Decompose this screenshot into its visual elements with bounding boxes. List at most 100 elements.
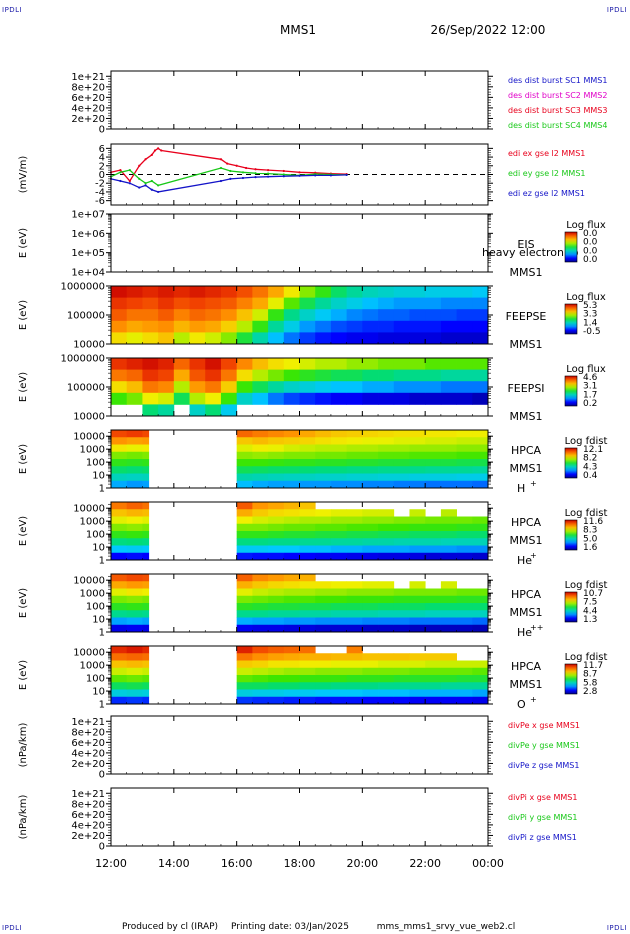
spectrogram-cell	[315, 603, 332, 611]
spectrogram-cell	[440, 610, 457, 618]
spectrogram-cell	[252, 696, 269, 705]
spectrogram-cell	[362, 437, 379, 445]
spectrogram-cell	[440, 523, 457, 532]
spectrogram-cell	[472, 430, 489, 438]
y-tick-label: 2e+20	[71, 831, 105, 842]
spectrogram-cell	[111, 531, 128, 539]
spectrogram-cell	[236, 531, 253, 539]
spectrogram-cell	[472, 286, 489, 298]
spectrogram-cell	[472, 297, 489, 310]
legend-entry: divPi y gse MMS1	[508, 813, 577, 822]
spectrogram-cell	[409, 696, 426, 705]
spectrogram-cell	[268, 459, 285, 467]
series-point	[266, 172, 270, 175]
spectrogram-cell	[378, 531, 395, 539]
spectrogram-cell	[173, 369, 190, 382]
spectrogram-cell	[220, 286, 238, 298]
spectrogram-cell	[425, 617, 442, 626]
instrument-label: HPCA	[511, 516, 542, 529]
spectrogram-cell	[440, 624, 457, 633]
spectrogram-cell	[142, 286, 159, 298]
spectrogram-cell	[472, 437, 489, 445]
spectrogram-cell	[409, 531, 426, 539]
spectrogram-cell	[425, 653, 442, 661]
spectrogram-cell	[126, 653, 143, 661]
spectrogram-cell	[126, 595, 143, 604]
spectrogram-cell	[409, 286, 426, 298]
legend-entry: edi ex gse l2 MMS1	[508, 149, 585, 158]
spectrogram-cell	[362, 332, 379, 345]
spectrogram-cell	[236, 297, 253, 310]
time-tick-label: 16:00	[221, 857, 253, 870]
spectrogram-cell	[220, 369, 238, 382]
spectrogram-cell	[268, 588, 285, 597]
spectrogram-cell	[456, 545, 473, 554]
legend-entry: des dist burst SC1 MMS1	[508, 76, 607, 85]
spectrogram-cell	[315, 509, 332, 517]
colorbar-tick-label: 10.7	[583, 589, 603, 599]
spectrogram-cell	[220, 392, 238, 405]
spectrogram-cell	[409, 381, 426, 394]
spectrogram-cell	[472, 523, 489, 532]
spectrogram-cell	[330, 451, 348, 460]
spectrogram-cell	[362, 689, 379, 698]
spectrogram-cell	[111, 595, 128, 604]
spectrogram-cell	[456, 523, 473, 532]
instrument-label: FEEPSE	[506, 310, 547, 323]
spectrogram-cell	[299, 610, 316, 618]
spectrogram-cell	[472, 667, 489, 676]
spectrogram-cell	[268, 516, 285, 525]
y-tick-label: 1000	[80, 445, 105, 456]
spectrogram-cell	[283, 595, 300, 604]
spectrogram-cell	[346, 516, 363, 525]
spectrogram-cell	[330, 358, 348, 370]
spectrogram-cell	[425, 297, 442, 310]
colorbar-tick-label: 11.6	[583, 517, 603, 527]
spectrogram-cell	[299, 646, 316, 654]
y-tick-label: 0	[99, 125, 105, 136]
spectrogram-cell	[252, 624, 269, 633]
spectrogram-cell	[393, 392, 410, 405]
spectrogram-cell	[378, 392, 395, 405]
spectrogram-cell	[158, 309, 175, 322]
spectrogram-cell	[283, 451, 300, 460]
panels: des dist burst SC1 MMS1 des dist burst SC…	[18, 70, 607, 853]
y-tick-label: 2e+20	[71, 114, 105, 125]
spectrogram-cell	[378, 286, 395, 298]
spectrogram-cell	[346, 545, 363, 554]
spectrogram-cell	[111, 466, 128, 474]
spectrogram-cell	[236, 667, 253, 676]
spectrogram-cell	[330, 369, 348, 382]
spectrogram-cell	[315, 552, 332, 561]
spectrogram-cell	[456, 675, 473, 683]
spectrogram-cell	[236, 332, 253, 345]
spectrogram-cell	[252, 473, 269, 482]
spectrogram-cell	[142, 480, 150, 489]
spectrogram-cell	[283, 610, 300, 618]
y-axis-label: (nPa/km)	[18, 723, 29, 768]
spectrogram-cell	[472, 610, 489, 618]
colorbar-title: Log flux	[566, 364, 606, 375]
species-label: O	[517, 698, 526, 711]
spectrogram-cell	[205, 392, 222, 405]
spectrogram-cell	[472, 459, 489, 467]
spectrogram-cell	[142, 682, 150, 690]
series-point	[229, 177, 232, 180]
spectrogram-cell	[268, 444, 285, 453]
spectrogram-cell	[456, 595, 473, 604]
spectrogram-cell	[299, 689, 316, 698]
spectrogram-cell	[315, 466, 332, 474]
spectrogram-cell	[378, 581, 395, 589]
spectrogram-cell	[283, 689, 300, 698]
spectrogram-cell	[268, 574, 285, 582]
y-tick-label: 8e+20	[71, 82, 105, 93]
spectrogram-cell	[456, 516, 473, 525]
spectrogram-cell	[362, 581, 379, 589]
spectrogram-cell	[236, 466, 253, 474]
spectrogram-cell	[425, 610, 442, 618]
spectrogram-cell	[299, 286, 316, 298]
spectrogram-cell	[330, 320, 348, 333]
spectrogram-cell	[158, 404, 175, 417]
spectrogram-cell	[142, 502, 150, 510]
spectrogram-cell	[252, 531, 269, 539]
